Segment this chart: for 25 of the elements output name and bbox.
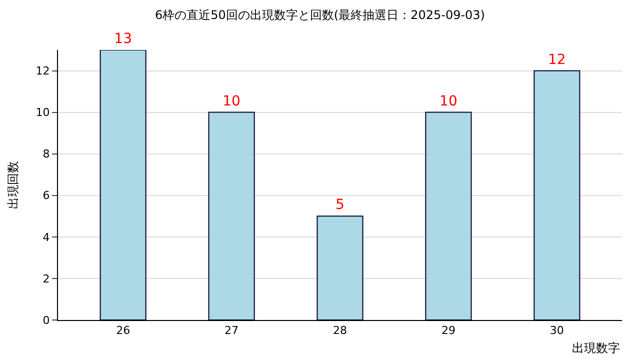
bar	[100, 50, 146, 320]
y-tick-label: 2	[42, 272, 50, 286]
y-tick-label: 12	[36, 64, 50, 78]
x-tick-label: 29	[441, 324, 456, 338]
x-tick-label: 26	[116, 324, 130, 338]
data-label: 12	[548, 52, 566, 68]
data-label: 10	[440, 93, 458, 110]
chart-title: 6枠の直近50回の出現数字と回数(最終抽選日：2025-09-03)	[154, 8, 486, 22]
data-label: 13	[114, 31, 132, 47]
x-tick-label: 28	[333, 324, 347, 338]
y-axis-title: 出現回数	[6, 161, 20, 209]
bar	[425, 112, 472, 320]
bar	[208, 112, 255, 320]
y-tick-label: 8	[42, 148, 50, 161]
data-label: 10	[222, 93, 240, 110]
x-tick-label: 27	[224, 324, 239, 338]
y-tick-label: 4	[42, 230, 50, 244]
data-label: 5	[336, 197, 344, 214]
y-tick-label: 6	[42, 189, 50, 202]
x-axis-title: 出現数字	[572, 341, 620, 355]
x-tick-label: 30	[550, 324, 564, 338]
y-tick-label: 10	[36, 106, 50, 120]
y-tick-label: 0	[42, 314, 50, 327]
bar	[316, 216, 364, 320]
bar	[534, 70, 580, 320]
